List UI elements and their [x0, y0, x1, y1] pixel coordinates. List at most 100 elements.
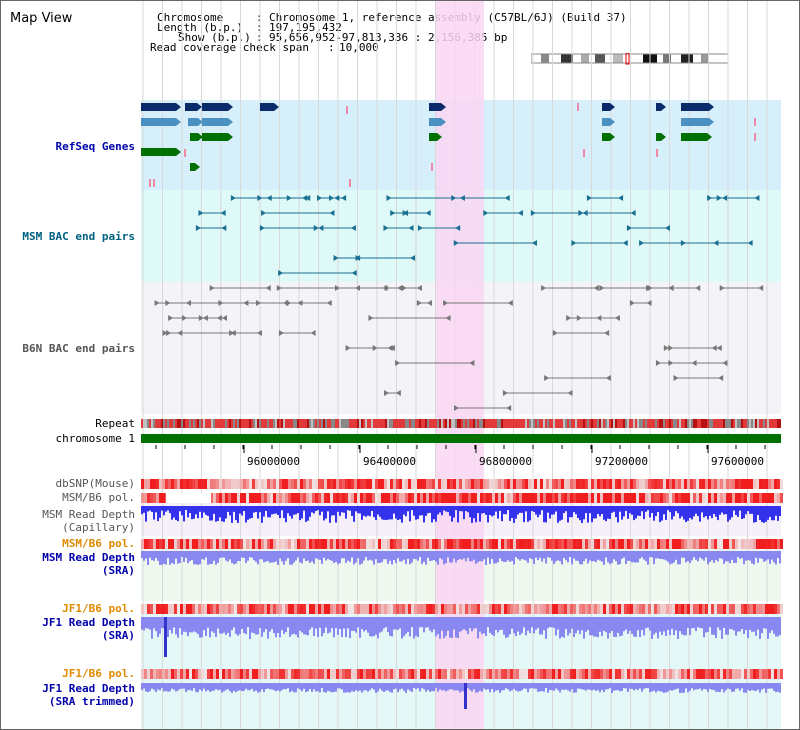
jf1-depth-trim-bar	[155, 683, 157, 693]
jf1-depth-sra-bar	[159, 617, 161, 634]
jf1-b6-pol-strip-2	[261, 669, 264, 679]
dbsnp-strip	[330, 479, 333, 489]
repeat-element	[169, 419, 171, 428]
jf1-b6-pol-strip-2	[672, 669, 675, 679]
repeat-element	[225, 419, 227, 428]
repeat-element	[693, 419, 695, 428]
jf1-b6-pol-strip-2	[255, 669, 258, 679]
jf1-depth-sra-bar	[443, 617, 445, 639]
msm-depth-capillary-bar	[589, 506, 591, 514]
msm-depth-sra-bar	[333, 551, 335, 563]
jf1-depth-trim-bar	[207, 683, 209, 691]
refseq-gene	[141, 103, 176, 111]
msm-b6-pol-strip	[561, 493, 564, 503]
dbsnp-strip	[771, 479, 774, 489]
msm-depth-capillary-bar	[573, 506, 575, 513]
msm-depth-capillary-bar	[597, 506, 599, 514]
repeat-element	[501, 419, 503, 428]
jf1-depth-sra-bar	[155, 617, 157, 632]
jf1-b6-pol-strip-2	[585, 669, 588, 679]
jf1-depth-trim-bar	[241, 683, 243, 692]
jf1-depth-trim-bar	[777, 683, 779, 692]
jf1-depth-sra-bar	[647, 617, 649, 628]
jf1-b6-pol-strip-2	[486, 669, 489, 679]
jf1-b6-pol-strip	[300, 604, 303, 614]
msm-b6-pol-strip	[648, 493, 651, 503]
msm-depth-capillary-bar	[281, 506, 283, 511]
msm-b6-pol-strip	[354, 493, 357, 503]
msm-b6-pol-strip-2	[663, 539, 666, 549]
jf1-b6-pol-strip-2	[249, 669, 252, 679]
msm-b6-pol-strip	[492, 493, 495, 503]
jf1-b6-pol-strip-2	[498, 669, 501, 679]
msm-bac-pair-end	[351, 270, 357, 276]
repeat-element	[349, 419, 351, 428]
msm-depth-sra-bar	[507, 551, 509, 561]
msm-depth-capillary-bar	[571, 506, 573, 518]
msm-b6-pol-strip-2	[159, 539, 162, 549]
msm-depth-capillary-bar	[547, 506, 549, 513]
jf1-b6-pol-strip-2	[366, 669, 369, 679]
jf1-b6-pol-strip-2	[723, 669, 726, 679]
dbsnp-strip	[189, 479, 192, 489]
msm-depth-capillary-bar	[419, 506, 421, 516]
dbsnp-strip	[663, 479, 666, 489]
msm-b6-pol-strip	[342, 493, 345, 503]
msm-b6-pol-strip	[591, 493, 594, 503]
dbsnp-strip	[474, 479, 477, 489]
msm-depth-capillary-bar	[619, 506, 621, 512]
msm-b6-pol-strip-2	[777, 539, 780, 549]
jf1-b6-pol-strip-2	[762, 669, 765, 679]
msm-b6-pol-strip	[234, 493, 237, 503]
jf1-depth-sra-bar	[469, 617, 471, 629]
dbsnp-strip	[690, 479, 693, 489]
jf1-b6-pol-strip	[537, 604, 540, 614]
jf1-b6-pol-strip	[489, 604, 492, 614]
msm-b6-pol-strip-2	[759, 539, 762, 549]
jf1-depth-trim-bar	[641, 683, 643, 692]
msm-depth-capillary-bar	[241, 506, 243, 516]
msm-depth-sra-bar	[351, 551, 353, 558]
b6n-bac-pair-end	[401, 285, 407, 291]
repeat-element	[669, 419, 671, 428]
jf1-b6-pol-strip-2	[312, 669, 315, 679]
msm-depth-sra-bar	[431, 551, 433, 561]
b6n-bac-pair-end	[395, 390, 401, 396]
jf1-b6-pol-strip	[543, 604, 546, 614]
jf1-b6-pol-strip-2	[576, 669, 579, 679]
jf1-b6-pol-strip-2	[207, 669, 210, 679]
jf1-b6-pol-strip-2	[600, 669, 603, 679]
jf1-b6-pol-strip	[165, 604, 168, 614]
jf1-depth-sra-label: JF1 Read Depth	[42, 616, 135, 629]
jf1-b6-pol-strip	[747, 604, 750, 614]
msm-bac-pair-end	[220, 210, 226, 216]
repeat-element	[725, 419, 727, 428]
msm-b6-pol-strip-2	[510, 539, 513, 549]
msm-depth-capillary-bar	[225, 506, 227, 519]
msm-b6-pol-strip-2	[711, 539, 714, 549]
jf1-depth-trim-bar	[691, 683, 693, 689]
msm-b6-pol-strip	[609, 493, 612, 503]
jf1-depth-sra-bar	[361, 617, 363, 630]
jf1-depth-sra-bar	[729, 617, 731, 629]
jf1-depth-trim-bar	[661, 683, 663, 692]
msm-b6-pol-strip	[252, 493, 255, 503]
repeat-element	[377, 419, 379, 428]
msm-b6-pol-strip-2	[699, 539, 702, 549]
jf1-b6-pol-strip	[207, 604, 210, 614]
msm-b6-pol-strip	[444, 493, 447, 503]
repeat-element	[719, 419, 721, 428]
msm-depth-capillary-bar	[705, 506, 707, 517]
b6n-bac-pair-end	[507, 300, 513, 306]
jf1-b6-pol-strip	[588, 604, 591, 614]
msm-depth-capillary-bar	[171, 506, 173, 520]
msm-b6-pol-strip-2	[585, 539, 588, 549]
jf1-b6-pol-strip	[660, 604, 663, 614]
jf1-depth-sra-bar	[531, 617, 533, 628]
msm-depth-sra-bar	[147, 551, 149, 565]
dbsnp-strip	[228, 479, 231, 489]
msm-depth-capillary-bar	[315, 506, 317, 512]
jf1-depth-sra-bar	[749, 617, 751, 630]
msm-depth-capillary-bar	[485, 506, 487, 515]
